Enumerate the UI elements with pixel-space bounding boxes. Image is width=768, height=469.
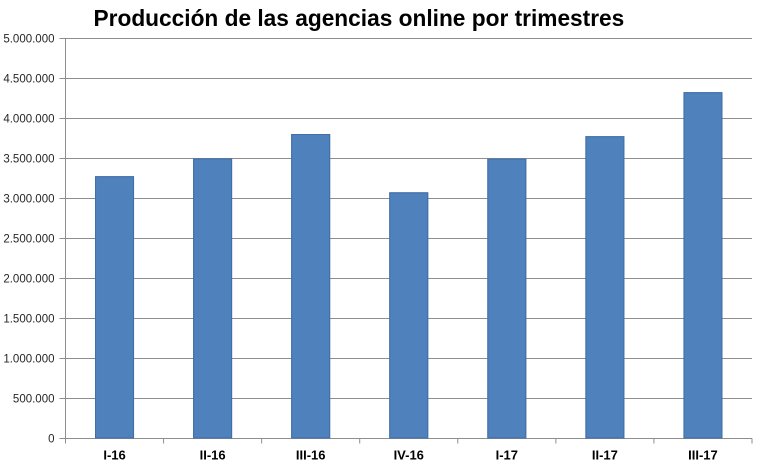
svg-text:3.500.000: 3.500.000 <box>3 154 54 166</box>
svg-text:I-17: I-17 <box>496 448 518 463</box>
svg-text:3.000.000: 3.000.000 <box>3 194 54 206</box>
svg-text:4.000.000: 4.000.000 <box>3 114 54 126</box>
svg-text:IV-16: IV-16 <box>394 448 424 463</box>
svg-text:5.000.000: 5.000.000 <box>3 34 54 46</box>
svg-text:I-16: I-16 <box>103 448 125 463</box>
svg-text:0: 0 <box>48 434 54 446</box>
svg-text:500.000: 500.000 <box>13 394 55 406</box>
svg-text:1.500.000: 1.500.000 <box>3 314 54 326</box>
svg-text:2.500.000: 2.500.000 <box>3 234 54 246</box>
svg-text:II-16: II-16 <box>200 448 226 463</box>
svg-text:II-17: II-17 <box>592 448 618 463</box>
svg-text:1.000.000: 1.000.000 <box>3 354 54 366</box>
svg-text:4.500.000: 4.500.000 <box>3 74 54 86</box>
svg-text:III-17: III-17 <box>688 448 718 463</box>
svg-text:2.000.000: 2.000.000 <box>3 274 54 286</box>
svg-text:III-16: III-16 <box>296 448 326 463</box>
svg-text:Producción de las agencias onl: Producción de las agencias online por tr… <box>94 5 625 31</box>
